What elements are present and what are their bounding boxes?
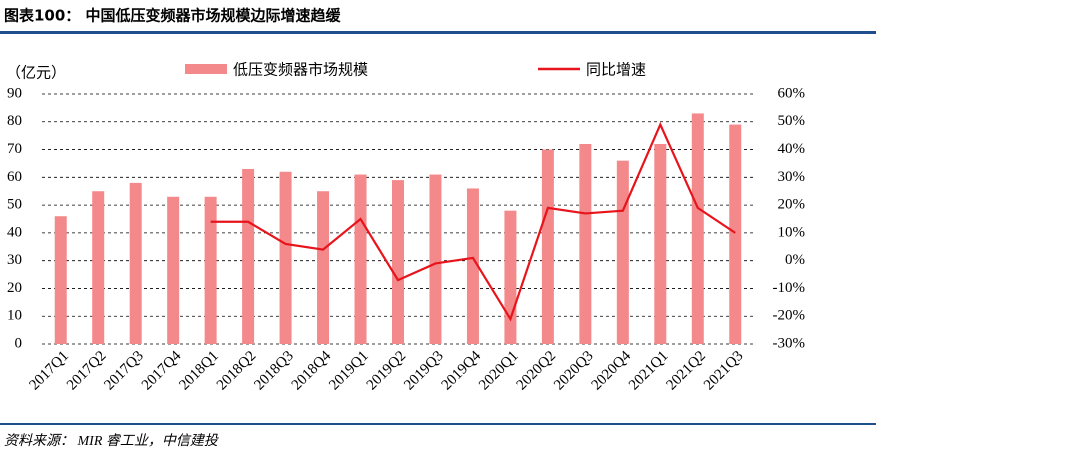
y2-tick-label: 10%: [778, 224, 806, 240]
legend-label: 同比增速: [586, 61, 646, 79]
bar: [54, 216, 67, 344]
bar: [579, 144, 592, 344]
y-tick-label: 0: [15, 335, 23, 351]
y2-tick-label: 50%: [778, 113, 806, 129]
x-tick-label: 2018Q4: [289, 348, 335, 394]
bar: [466, 188, 479, 344]
bar: [354, 174, 367, 344]
source: 资料来源： MIR 睿工业，中信建投: [4, 433, 220, 449]
x-tick-label: 2017Q3: [101, 348, 146, 393]
y2-tick-label: 60%: [778, 85, 806, 101]
legend-swatch: [185, 64, 227, 74]
bar: [392, 180, 404, 344]
y-tick-label: 50: [7, 197, 22, 213]
y2-tick-label: 0%: [785, 252, 805, 268]
y-tick-label: 30: [7, 252, 22, 268]
bar: [317, 191, 330, 344]
y2-tick-label: 20%: [778, 197, 806, 213]
x-tick-label: 2020Q4: [589, 348, 635, 394]
y2-tick-label: 40%: [778, 141, 806, 157]
bar: [92, 191, 105, 344]
x-tick-label: 2019Q2: [364, 348, 409, 393]
bar: [242, 169, 255, 344]
y-tick-label: 70: [7, 141, 22, 157]
bar: [504, 210, 517, 344]
x-tick-label: 2017Q2: [64, 348, 109, 393]
bar: [691, 113, 704, 344]
x-tick-label: 2017Q4: [139, 348, 185, 394]
footer-rule: [0, 423, 876, 425]
y2-tick-label: -20%: [773, 308, 806, 324]
bar: [167, 196, 180, 344]
x-tick-label: 2017Q1: [26, 348, 71, 393]
chart-title: 图表100： 中国低压变频器市场规模边际增速趋缓: [4, 7, 342, 25]
x-tick-label: 2020Q2: [514, 348, 559, 393]
header-rule: [0, 31, 876, 34]
bar: [654, 144, 667, 344]
x-tick-label: 2019Q1: [326, 348, 371, 393]
x-tick-label: 2019Q3: [401, 348, 446, 393]
y-tick-label: 90: [7, 85, 22, 101]
y-tick-label: 80: [7, 113, 22, 129]
x-tick-label: 2021Q1: [626, 348, 671, 393]
y-tick-label: 20: [7, 280, 22, 296]
bar: [279, 171, 292, 344]
x-tick-label: 2018Q3: [251, 348, 296, 393]
y-tick-label: 10: [7, 308, 22, 324]
y2-tick-label: -10%: [773, 280, 806, 296]
x-tick-label: 2018Q1: [176, 348, 221, 393]
bar: [129, 182, 142, 344]
x-tick-label: 2021Q3: [701, 348, 746, 393]
bar: [429, 174, 442, 344]
bar: [616, 160, 629, 344]
legend-label: 低压变频器市场规模: [233, 61, 368, 79]
x-tick-label: 2020Q3: [551, 348, 596, 393]
x-tick-label: 2018Q2: [214, 348, 259, 393]
bar: [729, 124, 742, 344]
y-tick-label: 40: [7, 224, 22, 240]
bar: [204, 196, 217, 344]
y-axis-label: （亿元）: [6, 64, 66, 81]
y-tick-label: 60: [7, 169, 22, 185]
bar: [541, 149, 554, 344]
x-tick-label: 2019Q4: [439, 348, 485, 394]
x-tick-label: 2020Q1: [476, 348, 521, 393]
x-tick-label: 2021Q2: [664, 348, 709, 393]
y2-tick-label: 30%: [778, 169, 806, 185]
line: [210, 121, 736, 322]
y2-tick-label: -30%: [773, 335, 806, 351]
